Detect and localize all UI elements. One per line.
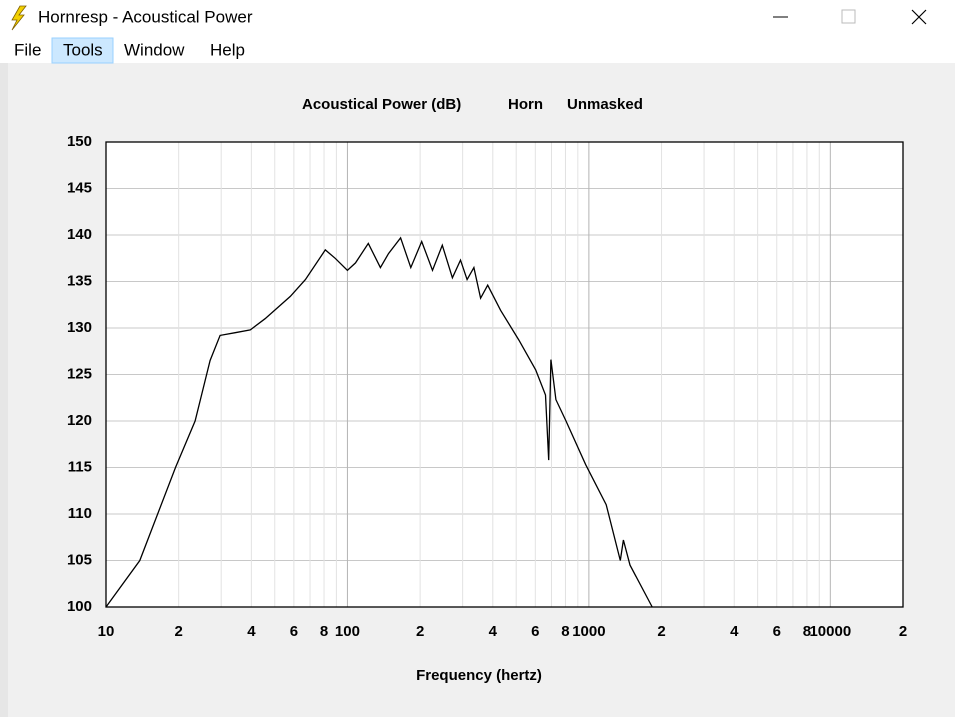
x-tick-label: 100 bbox=[335, 623, 360, 640]
x-tick-label: 6 bbox=[290, 623, 298, 640]
chart-title: Acoustical Power (dB) bbox=[302, 96, 461, 113]
y-tick-label: 150 bbox=[67, 133, 92, 150]
y-tick-label: 145 bbox=[67, 179, 92, 196]
x-tick-label: 4 bbox=[247, 623, 256, 640]
x-tick-label: 2 bbox=[657, 623, 665, 640]
x-tick-label: 10 bbox=[98, 623, 115, 640]
menu-item[interactable]: File bbox=[14, 40, 41, 59]
menu-bar bbox=[0, 38, 955, 63]
y-tick-label: 135 bbox=[67, 272, 92, 289]
menu-item[interactable]: Window bbox=[124, 40, 185, 59]
window-title: Hornresp - Acoustical Power bbox=[38, 7, 253, 26]
y-tick-label: 100 bbox=[67, 598, 92, 615]
x-tick-label: 2 bbox=[175, 623, 183, 640]
line-series bbox=[105, 236, 653, 608]
x-tick-label: 6 bbox=[531, 623, 539, 640]
title-bar bbox=[0, 0, 955, 38]
y-tick-label: 130 bbox=[67, 319, 92, 336]
maximize-button[interactable] bbox=[841, 9, 856, 24]
y-tick-label: 105 bbox=[67, 551, 92, 568]
x-tick-label: 4 bbox=[489, 623, 498, 640]
x-tick-label: 2 bbox=[899, 623, 907, 640]
plot-frame bbox=[105, 141, 904, 608]
y-tick-label: 140 bbox=[67, 226, 92, 243]
x-tick-label: 6 bbox=[773, 623, 781, 640]
x-tick-label: 1000 bbox=[572, 623, 605, 640]
x-tick-label: 8 bbox=[561, 623, 569, 640]
app-icon bbox=[11, 5, 27, 31]
menu-highlight bbox=[51, 37, 114, 64]
x-tick-label: 10000 bbox=[809, 623, 851, 640]
chart-title: Unmasked bbox=[567, 96, 643, 113]
y-tick-label: 115 bbox=[68, 458, 92, 475]
close-button[interactable] bbox=[911, 9, 927, 25]
x-tick-label: 8 bbox=[320, 623, 328, 640]
x-tick-label: 8 bbox=[803, 623, 811, 640]
y-tick-label: 110 bbox=[68, 505, 92, 522]
y-tick-label: 125 bbox=[67, 365, 92, 382]
menu-item[interactable]: Help bbox=[210, 40, 245, 59]
chart-title: Horn bbox=[508, 96, 543, 113]
left-edge bbox=[0, 63, 8, 717]
x-tick-label: 4 bbox=[730, 623, 739, 640]
x-axis-label: Frequency (hertz) bbox=[416, 667, 542, 684]
y-tick-label: 120 bbox=[67, 412, 92, 429]
x-tick-label: 2 bbox=[416, 623, 424, 640]
menu-item[interactable]: Tools bbox=[63, 40, 103, 59]
